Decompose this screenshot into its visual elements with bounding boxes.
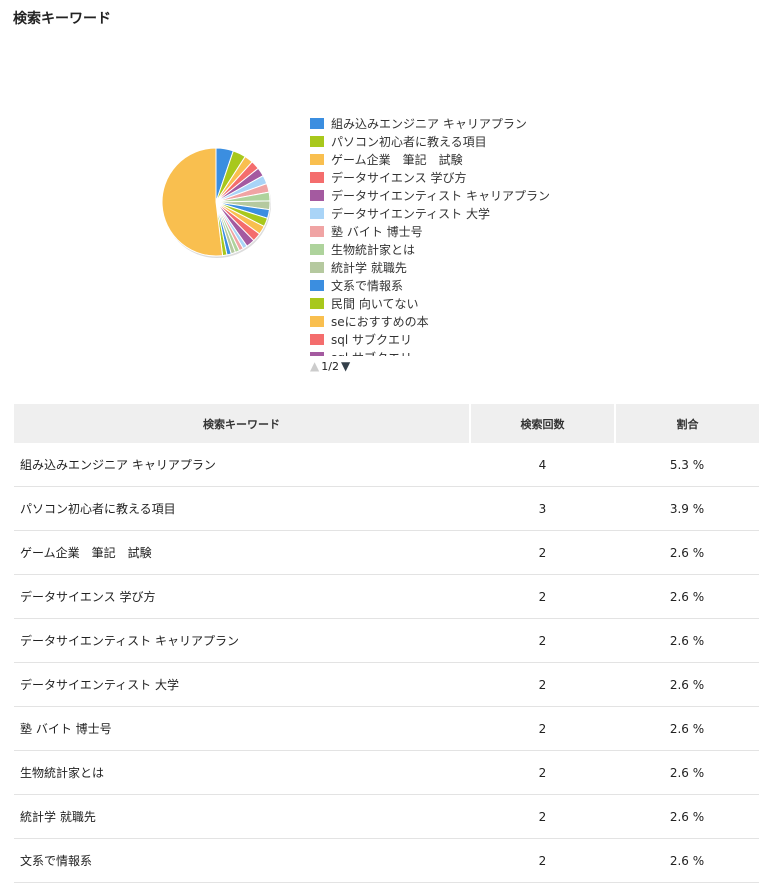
table-row: ゲーム企業 筆記 試験 2 2.6 %	[14, 530, 759, 575]
table-row: 統計学 就職先 2 2.6 %	[14, 794, 759, 839]
pie-chart-panel: 組み込みエンジニア キャリアプラン パソコン初心者に教える項目 ゲーム企業 筆記 試…	[0, 40, 773, 373]
keyword-cell: データサイエンティスト 大学	[14, 662, 470, 707]
legend-item[interactable]: 組み込みエンジニア キャリアプラン	[310, 114, 570, 132]
ratio-cell: 2.6 %	[615, 750, 759, 795]
legend-swatch	[310, 279, 324, 291]
count-cell: 2	[470, 618, 615, 663]
keyword-cell: 統計学 就職先	[14, 794, 470, 839]
table-row: 組み込みエンジニア キャリアプラン 4 5.3 %	[14, 443, 759, 487]
count-cell: 2	[470, 706, 615, 751]
legend-swatch	[310, 117, 324, 129]
table-row: 文系で情報系 2 2.6 %	[14, 838, 759, 883]
chart-legend: 組み込みエンジニア キャリアプラン パソコン初心者に教える項目 ゲーム企業 筆記 試…	[310, 114, 570, 356]
legend-swatch	[310, 351, 324, 356]
legend-item[interactable]: 民間 向いてない	[310, 294, 570, 312]
legend-prev-page-icon: ▲	[310, 359, 320, 373]
keyword-cell: パソコン初心者に教える項目	[14, 486, 470, 531]
pie-slice[interactable]	[161, 147, 224, 257]
legend-label: 統計学 就職先	[331, 260, 407, 275]
legend-label: データサイエンティスト 大学	[331, 206, 490, 221]
legend-label: 塾 バイト 博士号	[331, 224, 423, 239]
count-cell: 2	[470, 530, 615, 575]
table-row: 生物統計家とは 2 2.6 %	[14, 750, 759, 795]
legend-item[interactable]: 塾 バイト 博士号	[310, 222, 570, 240]
header-ratio: 割合	[615, 404, 759, 443]
table-row: パソコン初心者に教える項目 3 3.9 %	[14, 486, 759, 531]
keyword-cell: データサイエンス 学び方	[14, 574, 470, 619]
table-row: 塾 バイト 博士号 2 2.6 %	[14, 706, 759, 751]
legend-item[interactable]: データサイエンティスト 大学	[310, 204, 570, 222]
legend-label: データサイエンス 学び方	[331, 170, 467, 185]
legend-label: 組み込みエンジニア キャリアプラン	[331, 116, 527, 131]
ratio-cell: 3.9 %	[615, 486, 759, 531]
legend-item[interactable]: 生物統計家とは	[310, 240, 570, 258]
count-cell: 2	[470, 794, 615, 839]
ratio-cell: 2.6 %	[615, 530, 759, 575]
keyword-table: 検索キーワード 検索回数 割合 組み込みエンジニア キャリアプラン 4 5.3 % パ…	[14, 404, 759, 883]
legend-item[interactable]: seにおすすめの本	[310, 312, 570, 330]
legend-swatch	[310, 315, 324, 327]
count-cell: 2	[470, 750, 615, 795]
legend-swatch	[310, 243, 324, 255]
ratio-cell: 2.6 %	[615, 706, 759, 751]
legend-item[interactable]: パソコン初心者に教える項目	[310, 132, 570, 150]
legend-label: 民間 向いてない	[331, 296, 419, 311]
legend-swatch	[310, 261, 324, 273]
legend-swatch	[310, 171, 324, 183]
keyword-cell: 生物統計家とは	[14, 750, 470, 795]
keyword-cell: 組み込みエンジニア キャリアプラン	[14, 443, 470, 487]
legend-next-page-icon[interactable]: ▼	[340, 359, 351, 373]
table-row: データサイエンス 学び方 2 2.6 %	[14, 574, 759, 619]
legend-swatch	[310, 333, 324, 345]
legend-pager: ▲ 1/2 ▼	[310, 359, 350, 373]
keyword-cell: 文系で情報系	[14, 838, 470, 883]
legend-label: sql サブクエリ	[331, 349, 412, 357]
legend-label: データサイエンティスト キャリアプラン	[331, 188, 550, 203]
legend-label: 文系で情報系	[331, 278, 404, 293]
ratio-cell: 2.6 %	[615, 662, 759, 707]
count-cell: 2	[470, 662, 615, 707]
ratio-cell: 2.6 %	[615, 838, 759, 883]
ratio-cell: 5.3 %	[615, 443, 759, 487]
legend-label: ゲーム企業 筆記 試験	[331, 152, 463, 167]
count-cell: 3	[470, 486, 615, 531]
legend-item[interactable]: データサイエンティスト キャリアプラン	[310, 186, 570, 204]
table-row: データサイエンティスト キャリアプラン 2 2.6 %	[14, 618, 759, 663]
keyword-cell: 塾 バイト 博士号	[14, 706, 470, 751]
keyword-cell: データサイエンティスト キャリアプラン	[14, 618, 470, 663]
page-title: 検索キーワード	[13, 11, 111, 27]
table-header-row: 検索キーワード 検索回数 割合	[14, 404, 759, 443]
legend-swatch	[310, 153, 324, 165]
legend-item[interactable]: ゲーム企業 筆記 試験	[310, 150, 570, 168]
legend-item[interactable]: sql サブクエリ	[310, 330, 570, 348]
pie-chart	[161, 147, 271, 258]
ratio-cell: 2.6 %	[615, 794, 759, 839]
ratio-cell: 2.6 %	[615, 574, 759, 619]
table-row: データサイエンティスト 大学 2 2.6 %	[14, 662, 759, 707]
legend-item[interactable]: データサイエンス 学び方	[310, 168, 570, 186]
legend-swatch	[310, 207, 324, 219]
legend-swatch	[310, 225, 324, 237]
legend-swatch	[310, 297, 324, 309]
ratio-cell: 2.6 %	[615, 618, 759, 663]
legend-label: sql サブクエリ	[331, 332, 413, 347]
legend-item[interactable]: 統計学 就職先	[310, 258, 570, 276]
legend-item[interactable]: sql サブクエリ	[310, 348, 570, 356]
header-keyword: 検索キーワード	[14, 404, 471, 443]
legend-label: seにおすすめの本	[331, 314, 429, 329]
legend-swatch	[310, 135, 324, 147]
count-cell: 4	[470, 443, 615, 487]
header-count: 検索回数	[470, 404, 616, 443]
legend-page-indicator: 1/2	[321, 359, 339, 373]
count-cell: 2	[470, 574, 615, 619]
legend-swatch	[310, 189, 324, 201]
keyword-cell: ゲーム企業 筆記 試験	[14, 530, 470, 575]
legend-label: パソコン初心者に教える項目	[331, 134, 487, 149]
count-cell: 2	[470, 838, 615, 883]
legend-label: 生物統計家とは	[331, 242, 416, 257]
legend-item[interactable]: 文系で情報系	[310, 276, 570, 294]
